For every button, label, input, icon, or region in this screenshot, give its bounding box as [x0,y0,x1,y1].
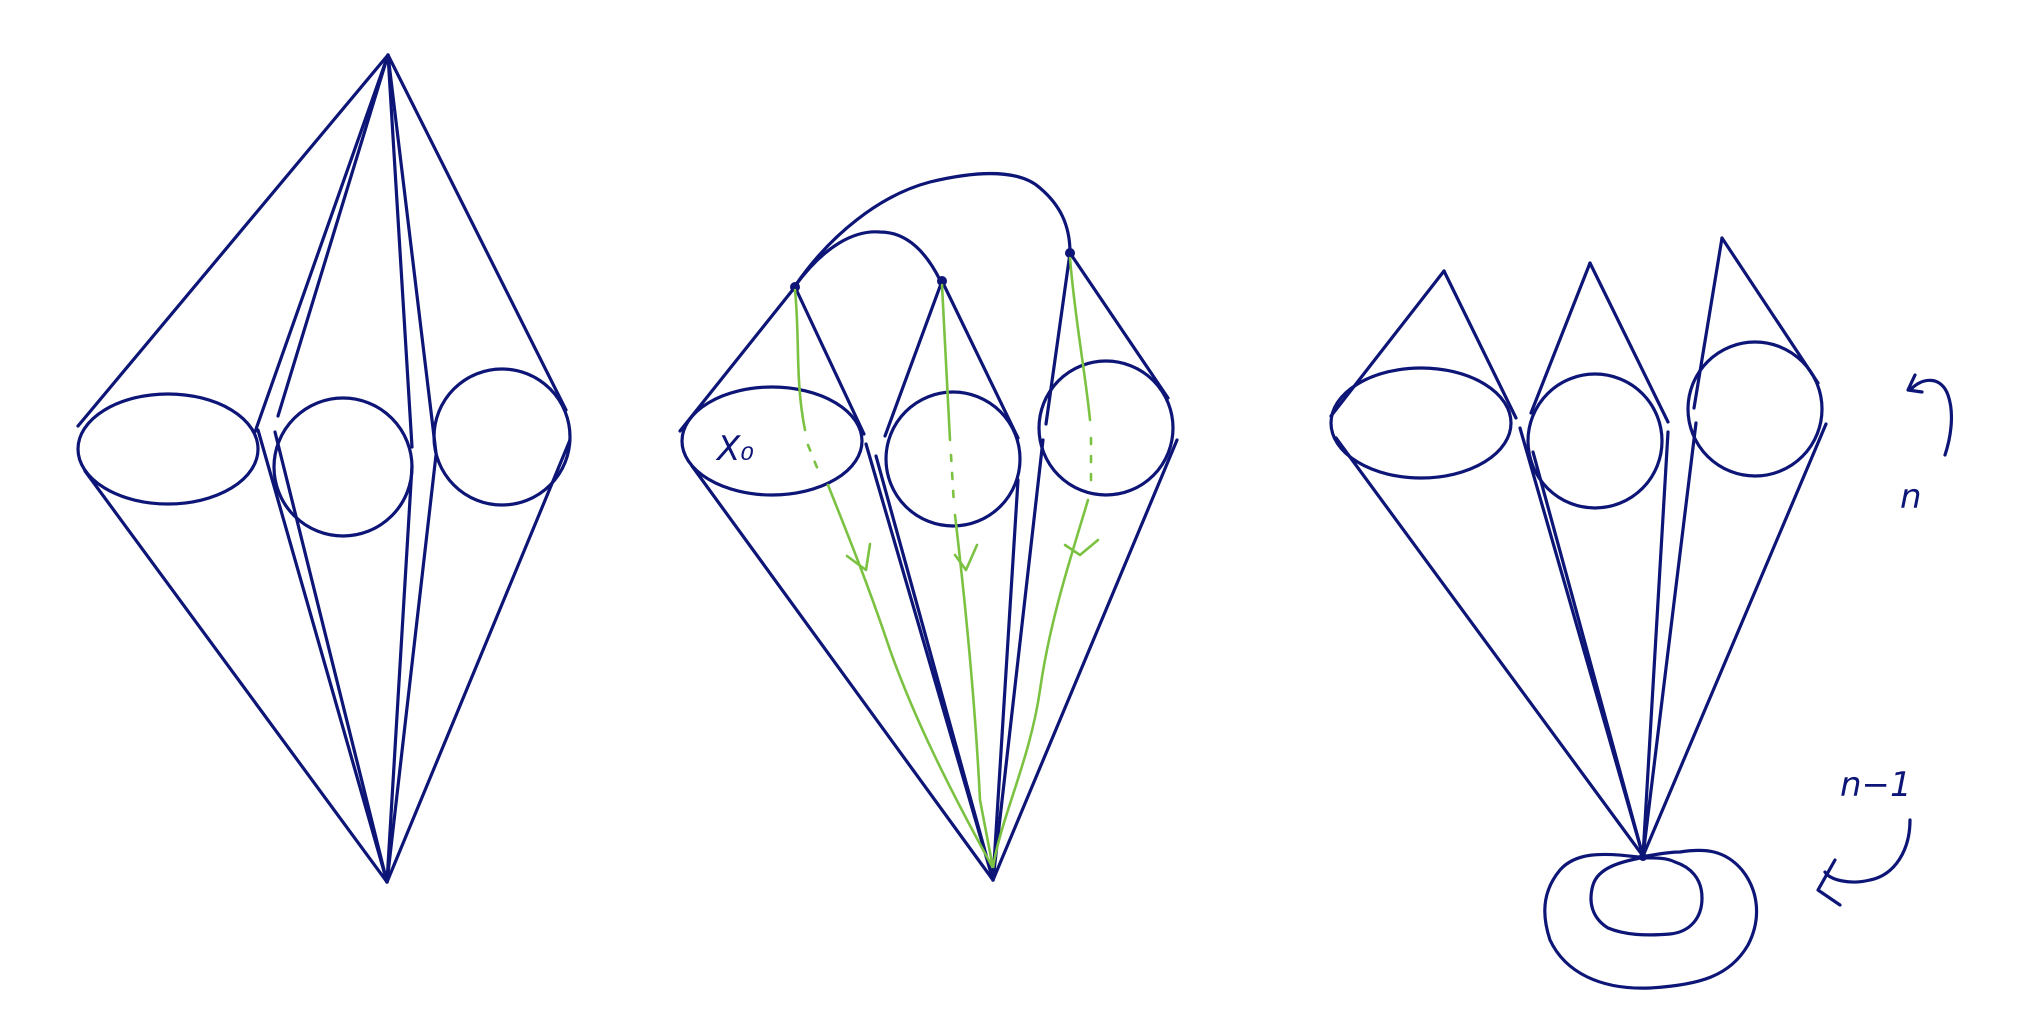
left-bottom-edge-1 [83,469,389,884]
rotation-arrow-n [1908,378,1954,457]
figure-left-double-cone [76,53,572,884]
middle-cone1-left [678,285,797,433]
right-bottom-edge-3 [1531,450,1645,858]
left-bottom-edge-3 [273,430,389,884]
middle-bottom-edge-1 [690,464,995,882]
left-top-edge-4 [386,53,414,449]
left-top-edge-5 [386,53,438,455]
flow-arrow-1-upper [793,288,807,432]
right-ellipse [1329,366,1513,480]
middle-circle-2 [1037,359,1175,497]
middle-circle-1 [884,390,1022,528]
right-circle-2 [1686,340,1824,478]
middle-cone3-right [1068,251,1170,400]
middle-cone3-left [1044,251,1072,426]
flow-arrow-2-lower [953,513,995,870]
right-bottom-edge-4 [1641,430,1670,858]
flow-arrow-1-head [845,542,872,572]
figure-middle-cones-with-flow: X₀ [678,172,1179,882]
right-bottom-edge-6 [1641,422,1828,858]
torus-base-point [1639,853,1647,861]
torus-inner [1589,856,1704,937]
flow-arrow-1-dash [806,443,822,477]
middle-bottom-edge-6 [991,438,1179,882]
right-cone2-left [1529,261,1592,415]
middle-bottom-edge-4 [991,478,1020,882]
right-cone3-right [1720,236,1820,385]
torus-outer [1543,848,1759,990]
right-bottom-edge-5 [1641,421,1698,858]
left-top-edge-2 [253,53,390,434]
figure-right-cones-to-torus: n n−1 [1329,236,1954,990]
middle-ellipse [680,385,864,497]
flow-arrow-2-upper [940,283,952,442]
middle-cone1-right [793,285,866,436]
middle-bottom-edge-5 [991,438,1045,882]
left-bottom-edge-2 [256,428,389,884]
label-x0: X₀ [715,429,754,469]
middle-arc-outer [793,172,1072,288]
left-top-edge-6 [386,53,568,412]
flow-arrows [793,256,1100,870]
left-bottom-edge-6 [385,438,572,884]
right-bottom-edge-1 [1334,436,1645,858]
label-n: n [1900,477,1922,517]
middle-cone2-right [940,279,1020,440]
flow-arrow-2-head [953,543,979,572]
middle-bottom-edge-3 [874,454,995,882]
flow-arrow-3-head [1063,538,1100,557]
middle-arc-inner [793,230,942,288]
flow-arrow-3-lower [991,498,1090,870]
right-cone1-left [1329,269,1446,418]
right-circle-1 [1526,372,1664,510]
label-n-minus-1: n−1 [1840,765,1912,805]
flow-arrow-3-upper [1068,256,1092,422]
right-cone3-left [1692,236,1724,410]
rotation-arrow-n-head [1906,373,1924,394]
flow-arrow-1-lower [826,483,995,870]
left-circle-1 [272,396,414,538]
left-bottom-edge-4 [385,464,414,884]
left-bottom-edge-5 [385,453,438,884]
middle-cone2-left [883,279,944,438]
right-cone1-right [1442,269,1518,420]
curve-arrow-n-minus-1 [1823,818,1912,884]
left-top-edge-1 [76,53,390,428]
left-top-edge-3 [276,53,390,418]
left-circle-2 [432,367,572,507]
left-ellipse [76,392,260,506]
curve-arrow-n-minus-1-head [1816,858,1842,907]
right-cone2-right [1588,261,1670,424]
middle-bottom-point [989,868,997,876]
flow-arrow-2-dash [949,453,956,507]
